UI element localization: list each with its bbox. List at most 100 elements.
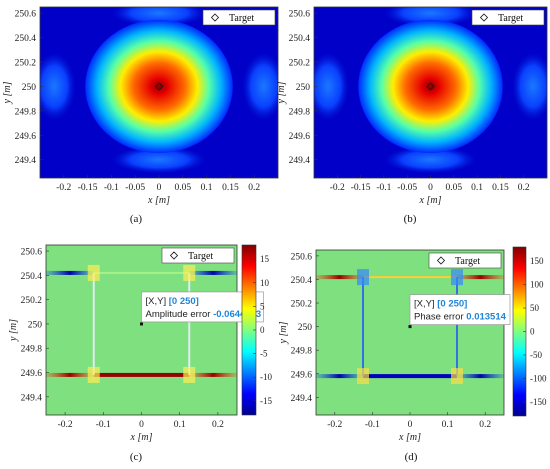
colorbar-tick-label: -50 bbox=[530, 350, 542, 360]
panel-caption: (a) bbox=[130, 213, 143, 225]
datatip-value-label: Amplitude error bbox=[146, 309, 214, 320]
sidelobe bbox=[111, 145, 207, 174]
x-tick-label: -0.1 bbox=[96, 420, 111, 430]
target-marker bbox=[154, 82, 164, 91]
colorbar-tick-label: 150 bbox=[530, 256, 544, 266]
error-band bbox=[363, 276, 457, 279]
x-tick-label: -0.05 bbox=[397, 183, 417, 193]
x-tick-label: -0.2 bbox=[327, 420, 342, 430]
legend-box bbox=[202, 9, 276, 26]
x-tick-label: 0 bbox=[157, 183, 162, 193]
x-tick-label: -0.15 bbox=[78, 183, 98, 193]
error-edge bbox=[362, 277, 364, 377]
error-corner bbox=[451, 269, 463, 286]
legend-label: Target bbox=[188, 251, 213, 262]
y-tick-label: 250.4 bbox=[289, 34, 311, 44]
colorbar-tick-label: -10 bbox=[260, 372, 272, 382]
colorbar-tick-label: 0 bbox=[530, 327, 535, 337]
error-corner bbox=[87, 264, 100, 281]
target-marker bbox=[426, 82, 435, 91]
panel-c: -0.2 -0.1 0 0.1 0.2 249.4 249.6 249.8 250 250.2 25… bbox=[8, 244, 272, 463]
colorbar-tick-label: 50 bbox=[530, 303, 540, 313]
y-tick-label: 250.2 bbox=[289, 58, 311, 68]
y-tick-label: 250.2 bbox=[21, 296, 43, 306]
x-tick-label: 0 bbox=[139, 420, 144, 430]
x-tick-label: 0.05 bbox=[445, 183, 462, 193]
colorbar-tick-label: -150 bbox=[530, 397, 547, 407]
y-tick-label: 249.8 bbox=[15, 107, 37, 117]
y-axis-label: y [m] bbox=[8, 319, 19, 342]
datatip-xy: [X,Y] [0 250] bbox=[414, 299, 467, 310]
y-tick-label: 250.4 bbox=[291, 276, 313, 286]
y-tick-label: 249.6 bbox=[15, 132, 37, 142]
y-tick-label: 249.8 bbox=[289, 107, 311, 117]
x-axis-label: x [m] bbox=[398, 432, 421, 443]
diamond-icon bbox=[169, 251, 179, 260]
y-tick-label: 250 bbox=[296, 83, 311, 93]
error-band bbox=[316, 275, 363, 280]
x-axis-label: x [m] bbox=[147, 195, 170, 206]
panel-b: -0.2 -0.15 -0.1 -0.05 0 0.05 0.1 0.15 0.2 249.4 24… bbox=[276, 6, 548, 225]
colorbar-tick-label: 5 bbox=[260, 301, 265, 311]
main-lobe bbox=[358, 19, 503, 154]
error-band bbox=[457, 374, 504, 379]
y-tick-label: 249.4 bbox=[289, 156, 311, 166]
y-tick-label: 250.4 bbox=[21, 272, 43, 282]
y-axis-label: y [m] bbox=[2, 81, 13, 104]
panel-caption: (d) bbox=[405, 451, 418, 463]
error-band bbox=[316, 374, 363, 379]
y-tick-label: 249.6 bbox=[21, 369, 43, 379]
y-tick-label: 250.2 bbox=[15, 58, 37, 68]
legend-box bbox=[471, 9, 545, 26]
sidelobe bbox=[512, 52, 547, 121]
error-corner bbox=[451, 368, 463, 385]
x-tick-label: 0.1 bbox=[174, 420, 186, 430]
main-lobe bbox=[85, 19, 233, 154]
background-level bbox=[46, 245, 237, 415]
datatip-value-number: 0.013514 bbox=[466, 312, 506, 323]
error-corner bbox=[357, 368, 369, 385]
error-corner bbox=[183, 264, 196, 281]
y-tick-label: 250.4 bbox=[15, 34, 37, 44]
sidelobe bbox=[40, 52, 76, 121]
error-band bbox=[93, 372, 190, 377]
x-tick-label: 0 bbox=[428, 183, 433, 193]
plot-area-a bbox=[40, 7, 278, 178]
x-tick-label: 0.2 bbox=[518, 183, 530, 193]
sidelobe bbox=[242, 52, 278, 121]
colorbar-tick-label: -15 bbox=[260, 396, 272, 406]
error-band bbox=[189, 372, 237, 377]
datatip-box bbox=[409, 294, 511, 325]
x-tick-label: -0.1 bbox=[376, 183, 391, 193]
x-tick-label: 0.15 bbox=[492, 183, 509, 193]
error-band bbox=[457, 275, 504, 280]
x-axis-label: x [m] bbox=[130, 432, 153, 443]
x-tick-label: -0.2 bbox=[58, 420, 73, 430]
diamond-icon bbox=[210, 13, 220, 22]
y-tick-label: 250 bbox=[28, 320, 43, 330]
sidelobe bbox=[383, 145, 478, 174]
error-edge bbox=[456, 277, 458, 377]
y-tick-label: 249.8 bbox=[21, 345, 43, 355]
error-corner bbox=[87, 366, 100, 383]
x-tick-label: -0.2 bbox=[330, 183, 345, 193]
legend-label: Target bbox=[455, 256, 480, 267]
target-marker bbox=[408, 325, 412, 329]
datatip-value-number: -0.0644843 bbox=[213, 309, 261, 320]
datatip-xy-value: [0 250] bbox=[169, 296, 199, 307]
error-band bbox=[363, 374, 457, 379]
legend-label: Target bbox=[229, 13, 254, 24]
y-tick-label: 250.6 bbox=[21, 248, 43, 258]
colorbar-tick-label: -5 bbox=[260, 349, 268, 359]
x-tick-label: 0.1 bbox=[442, 420, 454, 430]
x-tick-label: -0.2 bbox=[56, 183, 71, 193]
legend-label: Target bbox=[498, 13, 523, 24]
panel-caption: (b) bbox=[404, 213, 417, 225]
x-tick-label: 0.2 bbox=[479, 420, 491, 430]
diamond-icon bbox=[436, 256, 446, 265]
y-tick-label: 249.4 bbox=[21, 393, 43, 403]
error-band bbox=[93, 271, 190, 274]
x-tick-label: -0.05 bbox=[125, 183, 145, 193]
error-corner bbox=[183, 366, 196, 383]
y-tick-label: 249.4 bbox=[15, 156, 37, 166]
